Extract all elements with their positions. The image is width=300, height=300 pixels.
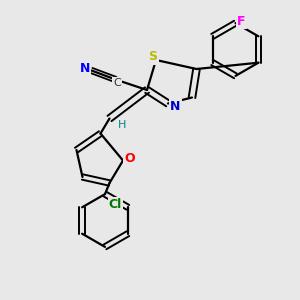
Text: H: H	[118, 119, 126, 130]
Text: N: N	[170, 100, 181, 113]
Text: Cl: Cl	[109, 198, 122, 212]
Text: C: C	[113, 78, 121, 88]
Text: O: O	[124, 152, 135, 166]
Text: N: N	[80, 62, 90, 76]
Text: F: F	[237, 15, 246, 28]
Text: S: S	[148, 50, 158, 64]
